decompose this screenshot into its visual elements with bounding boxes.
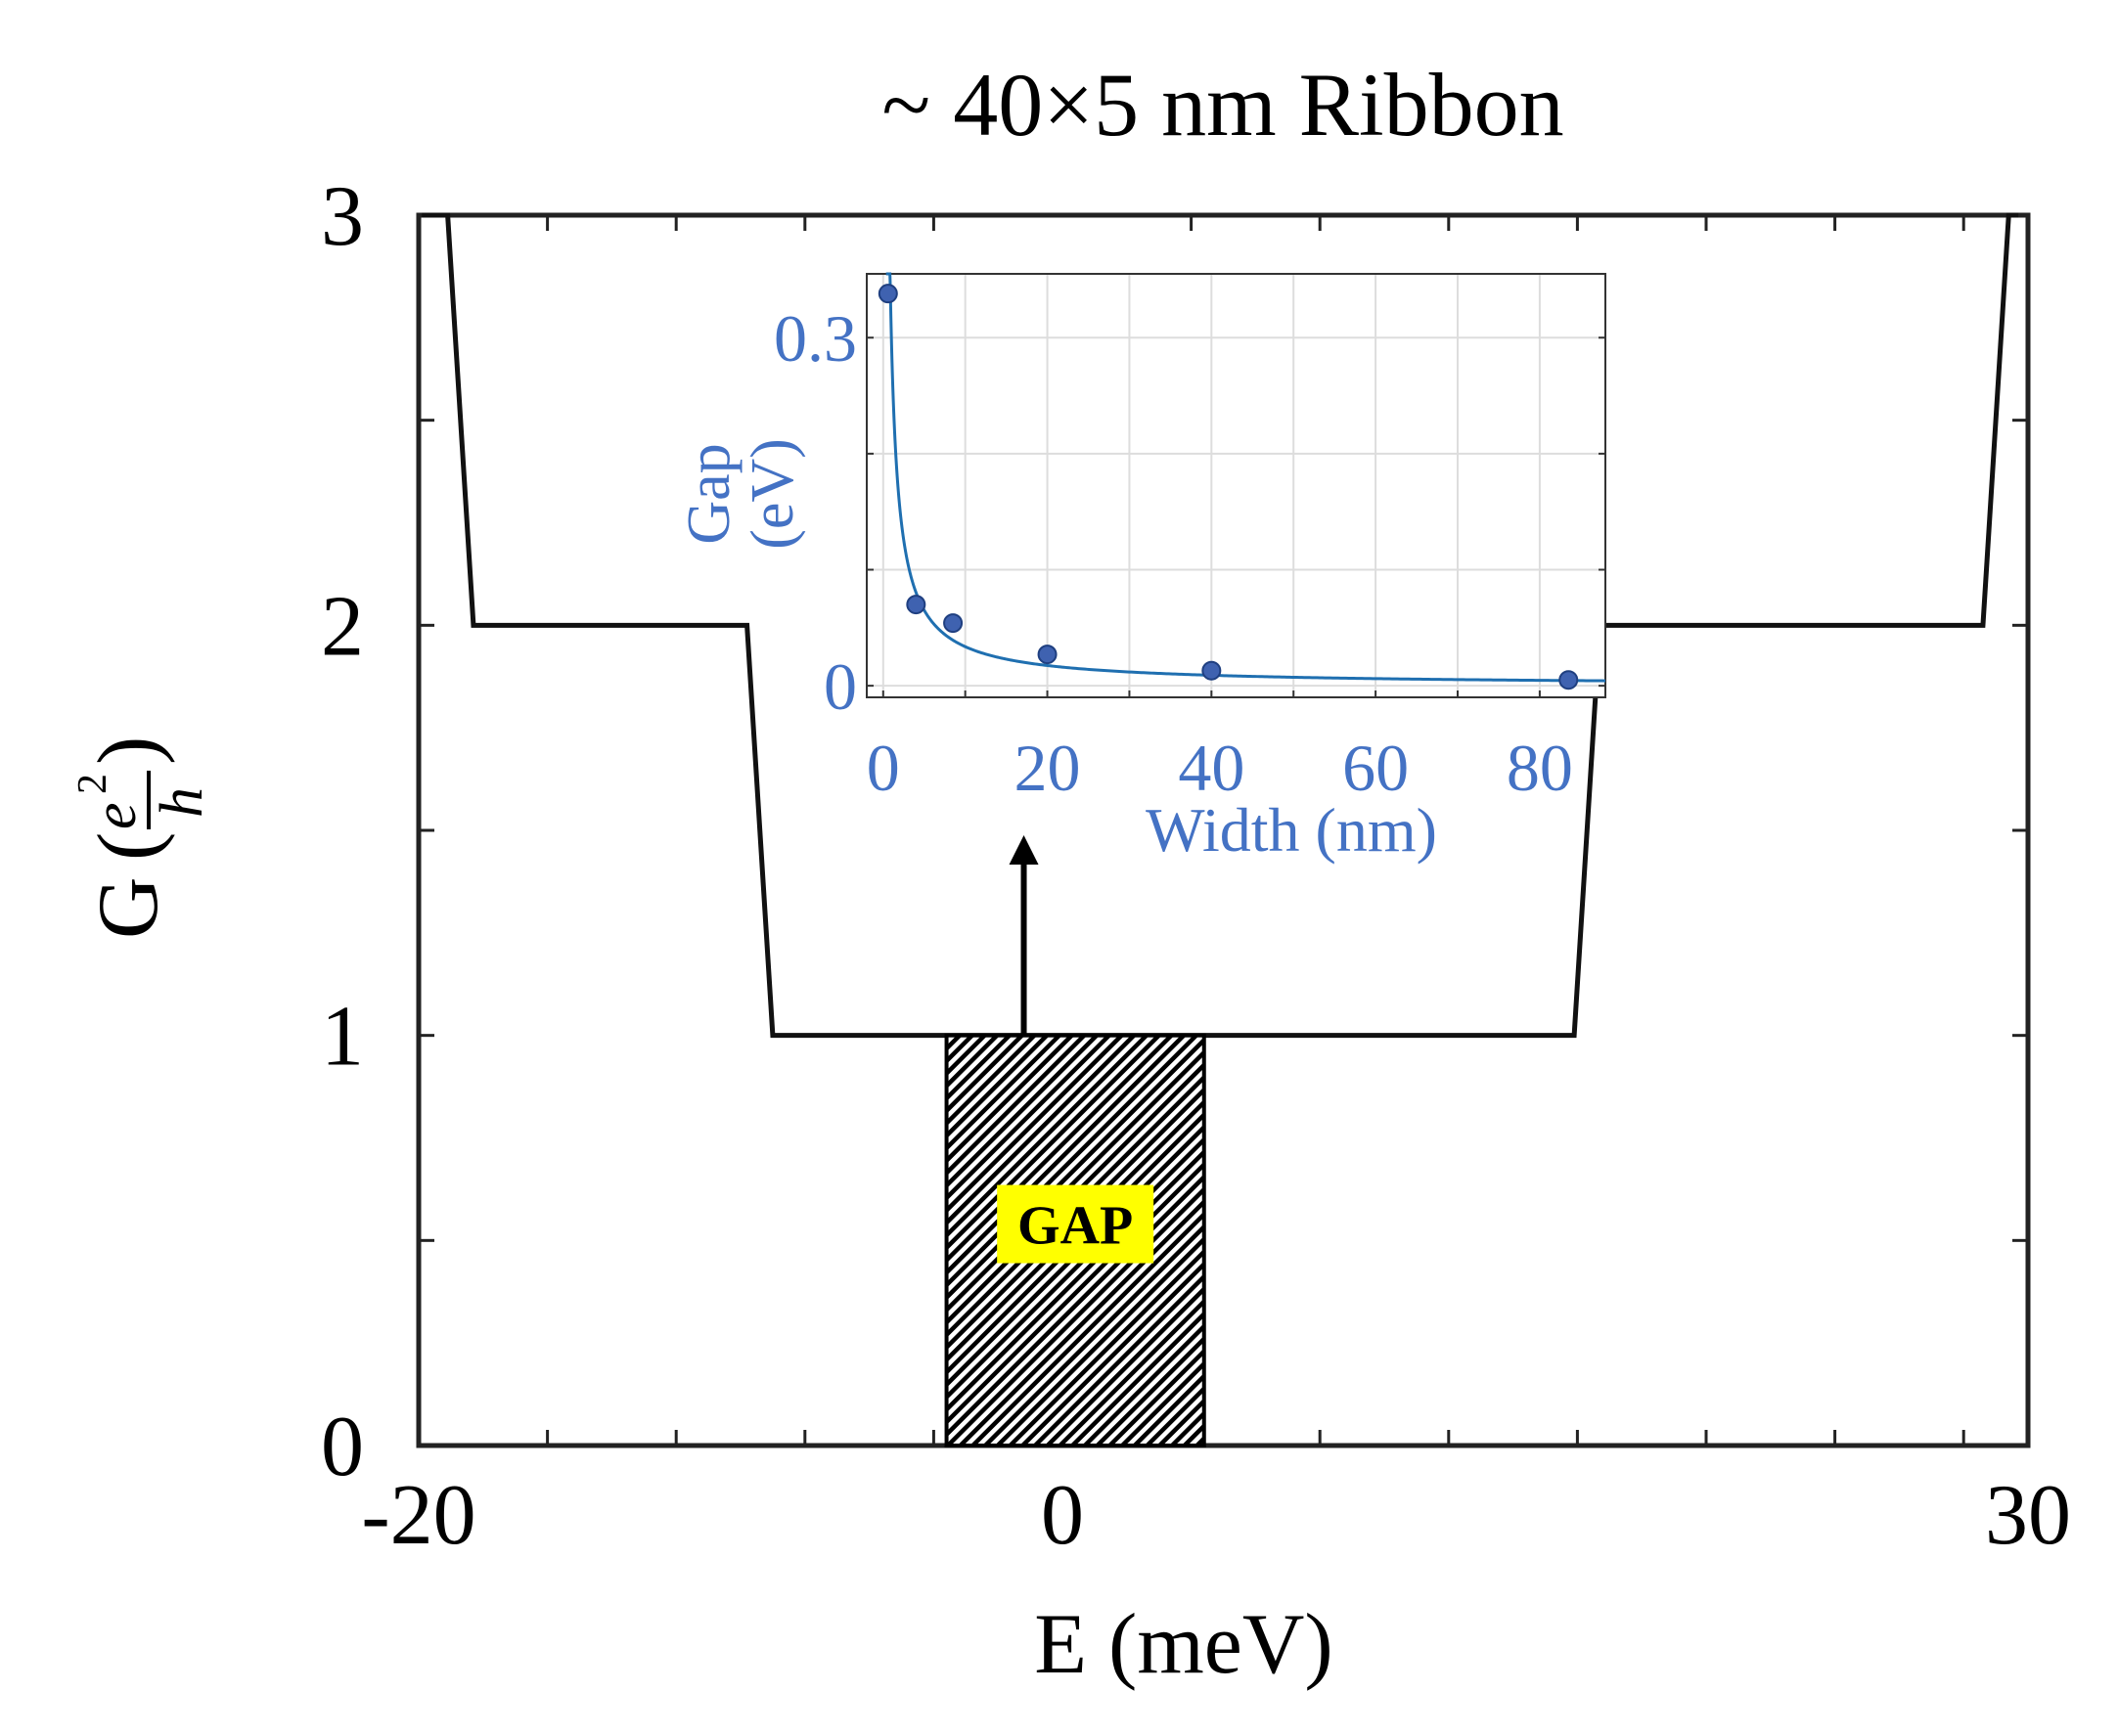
x-tick-label: -20 — [361, 1468, 475, 1563]
inset-data-point — [1558, 670, 1579, 690]
inset-tick-marks — [867, 336, 1605, 697]
inset-x-axis-label: Width (nm) — [1146, 795, 1437, 865]
inset-fit-curve — [885, 272, 1606, 683]
chart-title: ~ 40×5 nm Ribbon — [881, 55, 1563, 155]
x-tick-label: 30 — [1985, 1468, 2071, 1563]
y-axis-paren-open: ( — [81, 832, 176, 861]
inset-data-point — [878, 284, 898, 304]
inset-points — [878, 284, 1579, 690]
inset-data-point — [1201, 660, 1222, 681]
inset-data-point — [1037, 645, 1058, 665]
y-tick-label: 3 — [321, 169, 364, 264]
gap-label-background — [997, 1184, 1154, 1264]
inset-x-tick-label: 0 — [867, 731, 900, 805]
y-tick-label: 0 — [321, 1400, 364, 1494]
x-axis-label: E (meV) — [1034, 1597, 1332, 1692]
y-tick-label: 1 — [321, 990, 364, 1085]
inset-grid — [867, 274, 1605, 697]
inset-data-point — [943, 613, 964, 634]
y-axis-unit-exponent: 2 — [70, 774, 115, 794]
inset-tick-labels: 0 20 40 60 80 0 0.3 — [774, 301, 1573, 805]
inset-frame — [866, 273, 1606, 698]
inset-background — [867, 274, 1605, 697]
gap-label: GAP — [1017, 1196, 1133, 1257]
inset-y-tick-label: 0.3 — [774, 301, 857, 376]
y-tick-label: 2 — [321, 579, 364, 674]
inset-x-tick-label: 40 — [1178, 731, 1244, 805]
inset-chart: 0 20 40 60 80 0 0.3 Width (nm) Gap (eV) — [676, 272, 1606, 865]
inset-x-tick-label: 80 — [1507, 731, 1573, 805]
inset-y-axis-label-line2: (eV) — [740, 438, 806, 550]
y-axis-label-group: G ( e 2 h ) — [70, 736, 215, 939]
inset-y-axis-label-line1: Gap — [676, 443, 743, 544]
inset-y-tick-label: 0 — [824, 649, 857, 724]
inset-data-point — [906, 595, 926, 615]
y-axis-label: G — [81, 876, 176, 939]
y-axis-unit-numerator: e — [82, 802, 149, 829]
y-axis-unit-denominator: h — [149, 787, 215, 818]
y-axis-paren-close: ) — [81, 736, 176, 765]
x-tick-label: 0 — [1041, 1468, 1084, 1563]
inset-x-tick-label: 20 — [1014, 731, 1081, 805]
inset-x-tick-label: 60 — [1342, 731, 1409, 805]
main-tick-marks — [419, 213, 2028, 1447]
